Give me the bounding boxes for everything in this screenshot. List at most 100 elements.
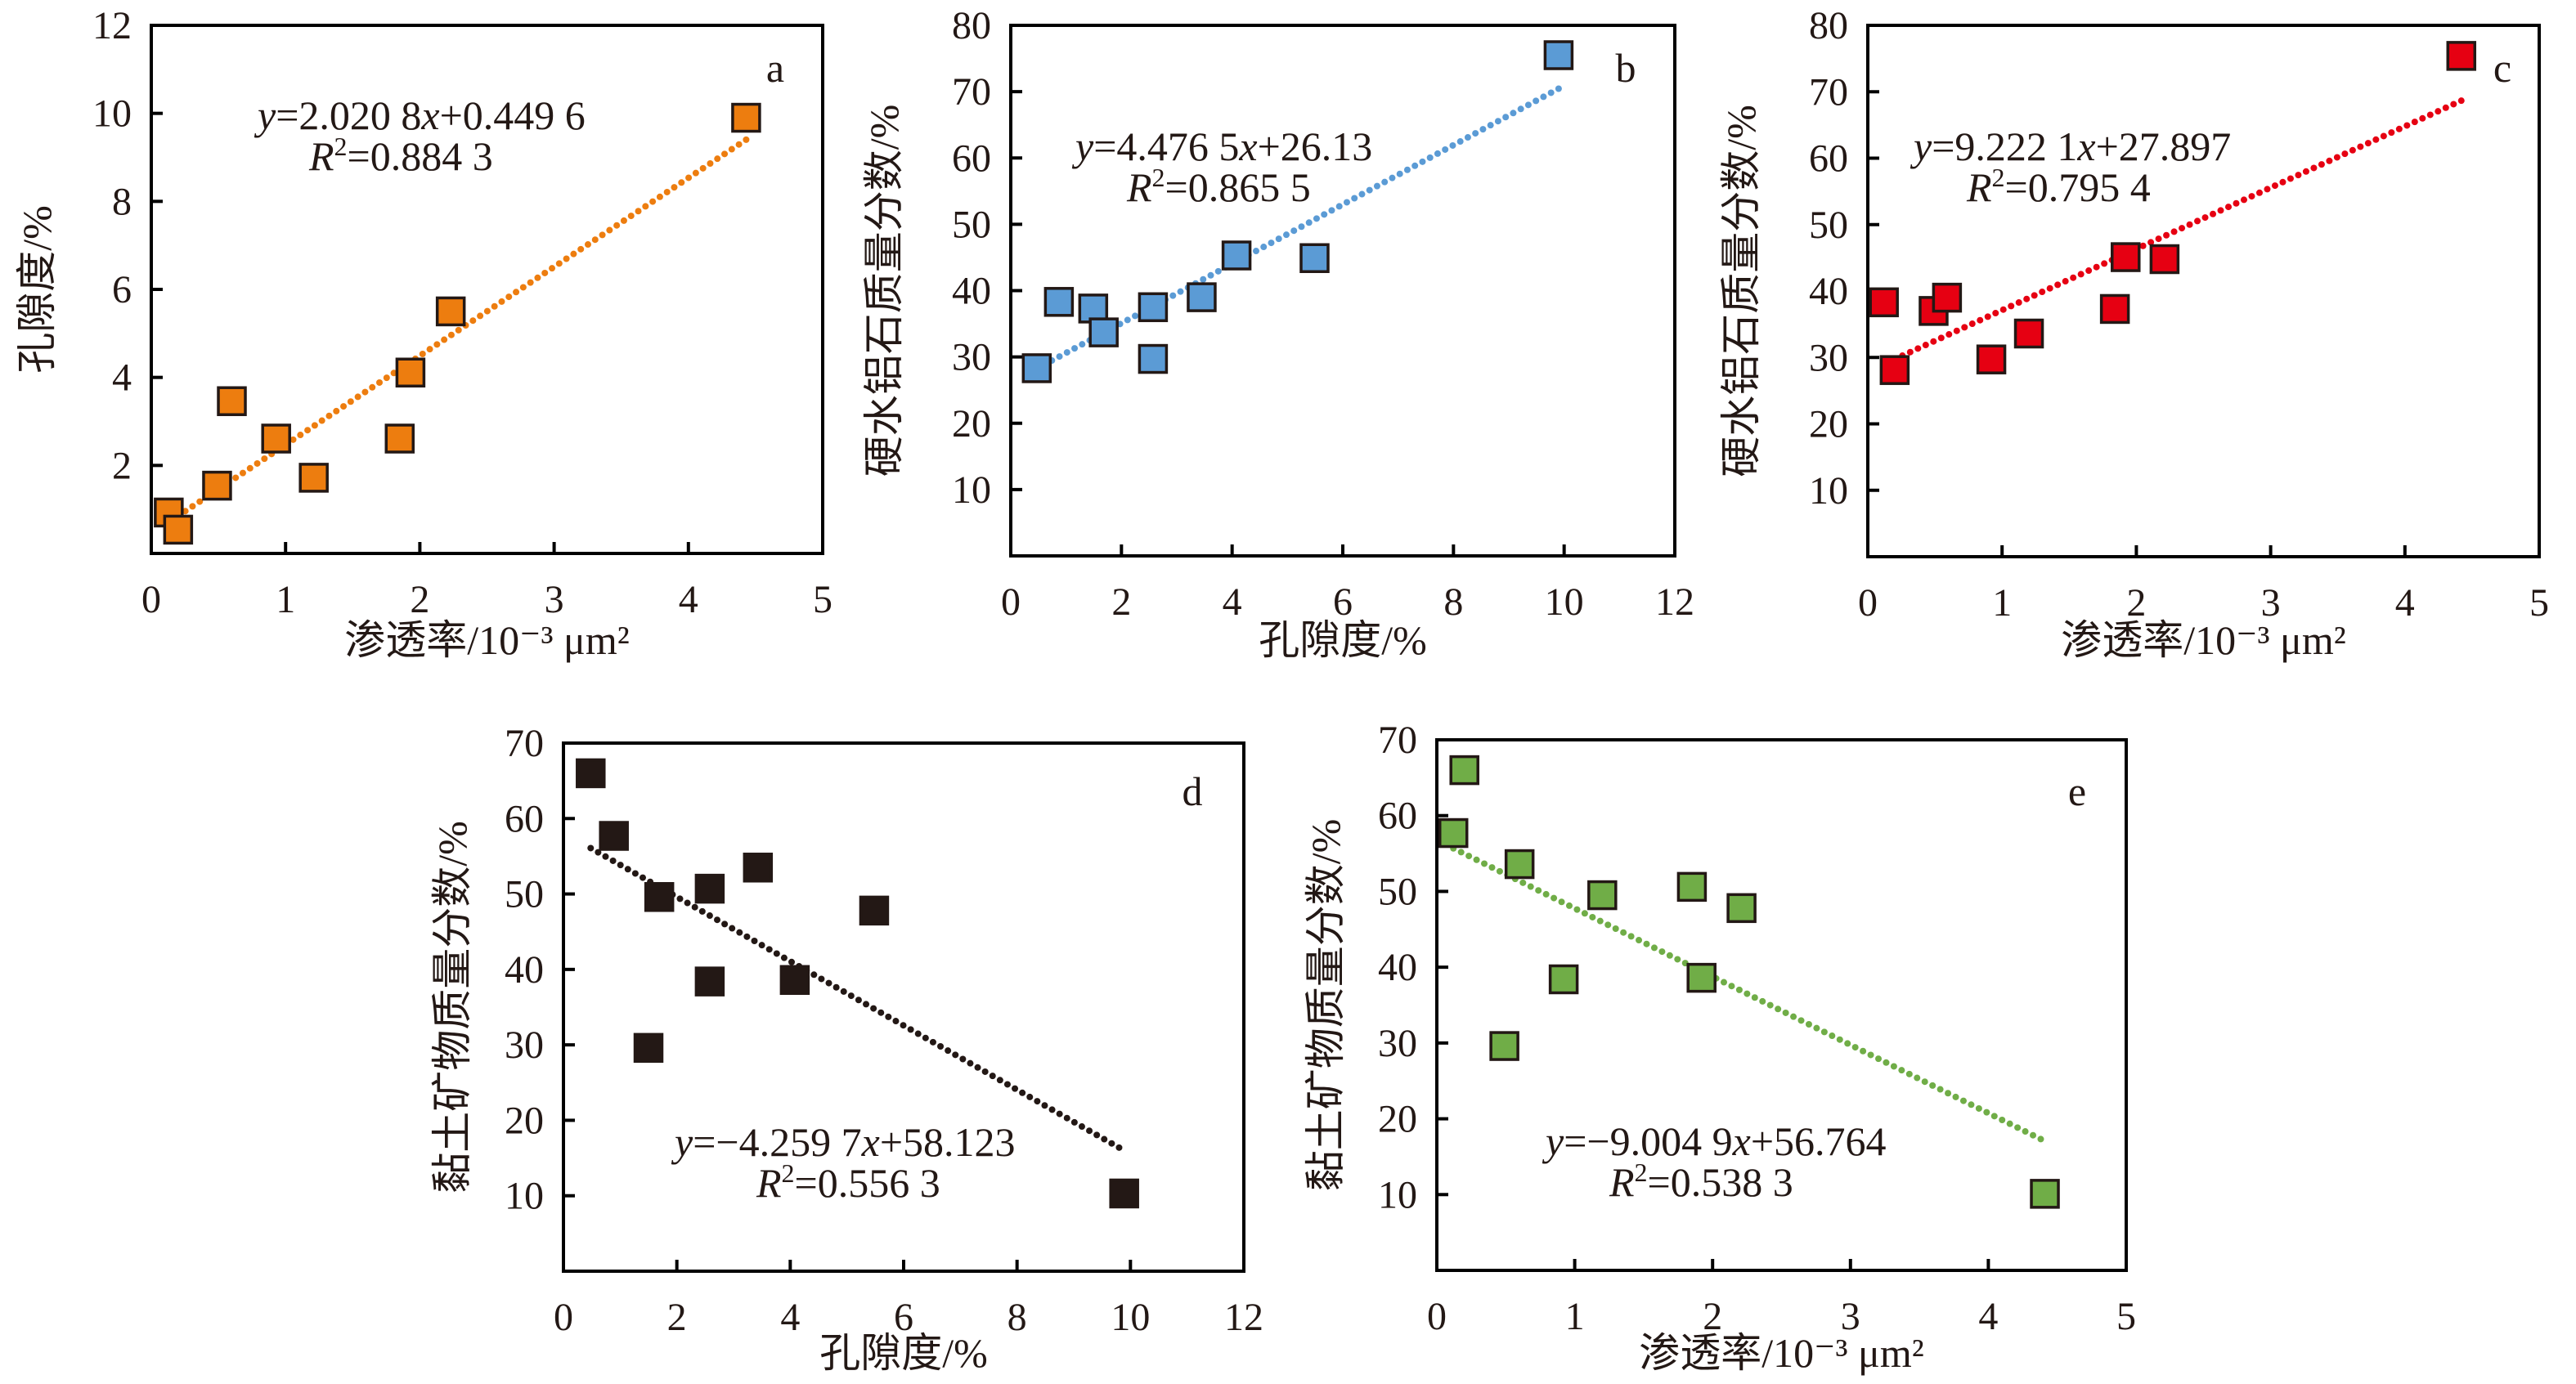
trendline-dot	[2333, 154, 2340, 161]
trendline-dot	[1115, 1144, 1123, 1151]
trendline-dot	[1012, 1085, 1019, 1092]
trendline-dot	[1921, 1078, 1928, 1086]
data-point	[163, 514, 194, 545]
panel-label: b	[1616, 45, 1636, 91]
r-squared: R2=0.795 4	[1966, 163, 2151, 210]
x-tick-label: 2	[1703, 1295, 1722, 1338]
data-point	[1686, 962, 1717, 993]
trendline-dot	[721, 150, 729, 158]
x-tick-label: 0	[1427, 1295, 1447, 1338]
trendline-dot	[1465, 853, 1473, 860]
trendline-dot	[1766, 1001, 1774, 1009]
x-tick-label: 2	[667, 1296, 687, 1339]
trendline-dot	[1666, 952, 1673, 959]
trendline-dot	[1305, 219, 1313, 226]
y-tick-label: 70	[505, 722, 544, 765]
panel-b: 0 2 4 6 8 10 12 10 20 30 40 50 60 70 80 孔隙度/% 硬水铝石质量分数/%…	[861, 4, 1694, 663]
trendline-dot	[477, 312, 484, 320]
x-axis-title: 渗透率/10⁻³ μm²	[2061, 617, 2345, 663]
r-squared: R2=0.865 5	[1126, 163, 1311, 210]
trendline-dot	[1728, 983, 1735, 990]
trendline-dot	[2295, 172, 2302, 179]
trendline-dot	[692, 169, 699, 177]
trendline-dot	[2201, 214, 2209, 222]
x-tick-label: 2	[1111, 580, 1131, 624]
trendline-dot	[2318, 161, 2325, 168]
trendline-dot	[728, 146, 735, 153]
trendline-dot	[952, 1051, 959, 1059]
y-tick-label: 80	[952, 4, 991, 47]
trendline-dot	[2015, 299, 2022, 307]
trendline-dot	[1542, 890, 1550, 898]
trendline-dot	[1260, 244, 1268, 251]
trendline-dot	[840, 988, 847, 995]
trendline-dot	[513, 289, 520, 296]
trendline-dot	[1481, 860, 1488, 867]
trendline-dot	[2287, 175, 2294, 182]
trendline-dot	[609, 857, 617, 864]
data-point	[1221, 240, 1252, 271]
trendline-dot	[1419, 158, 1426, 165]
trendline-dot	[922, 1034, 929, 1041]
data-point	[1138, 292, 1169, 323]
trendline-dot	[1555, 85, 1562, 92]
trendline-dot	[304, 427, 312, 434]
trendline-dot	[788, 958, 796, 965]
trendline-dot	[1805, 1021, 1812, 1028]
trendline-dot	[239, 469, 246, 477]
x-tick-label: 4	[1978, 1295, 1998, 1338]
trendline-dot	[2357, 143, 2364, 150]
trendline-dot	[743, 933, 751, 940]
x-tick-label: 1	[1992, 581, 2012, 625]
trendline-dot	[765, 946, 773, 953]
trendline-dot	[383, 374, 390, 382]
trendline-dot	[1604, 921, 1612, 929]
trendline-dot	[2248, 193, 2255, 200]
trendline-dot	[2380, 132, 2387, 140]
data-point	[1676, 871, 1708, 903]
trendline-dot	[639, 874, 646, 881]
trendline-dot	[676, 895, 684, 903]
trendline-dot	[1268, 240, 1275, 247]
trendline-dot	[1101, 1135, 1108, 1143]
y-axis-title: 硬水铝石质量分数/%	[1718, 105, 1764, 477]
trendline-dot	[855, 997, 862, 1004]
trendline-dot	[563, 255, 570, 262]
trendline-dot	[2031, 292, 2038, 299]
trendline-dot	[832, 983, 840, 991]
data-point	[633, 1032, 664, 1064]
y-tick-label: 12	[92, 4, 132, 47]
data-point	[1587, 880, 1618, 911]
trendline-dot	[570, 250, 577, 258]
trendline-dot	[1596, 917, 1604, 925]
y-tick-label: 50	[1378, 870, 1417, 913]
x-tick-label: 4	[2395, 581, 2415, 625]
trendline-dot	[1720, 979, 1727, 986]
y-tick-label: 20	[505, 1099, 544, 1142]
trendline-dot	[735, 141, 743, 148]
trendline-dot	[2170, 228, 2178, 235]
trendline-dot	[2037, 1135, 2044, 1143]
data-point	[599, 821, 629, 851]
data-point	[1504, 849, 1535, 880]
trendline-dot	[698, 907, 706, 915]
trendline	[174, 136, 750, 520]
trendline-dot	[1070, 1118, 1078, 1126]
trendline-dot	[1079, 341, 1086, 348]
trendline-dot	[1775, 1006, 1782, 1013]
trendline-dot	[1558, 898, 1565, 906]
data-point	[694, 873, 725, 904]
trendline-dot	[870, 1005, 877, 1012]
trendline-dot	[1519, 879, 1527, 886]
trendline-dot	[624, 866, 631, 873]
y-axis-title: 黏土矿物质量分数/%	[1303, 819, 1349, 1192]
trendline-dot	[2349, 146, 2356, 154]
trendline-dot	[1937, 334, 1945, 342]
trendline-dot	[1581, 910, 1588, 917]
trendline-dot	[736, 929, 743, 936]
trendline-dot	[1959, 1097, 1967, 1104]
trendline-dot	[907, 1026, 914, 1033]
x-tick-label: 10	[1545, 580, 1584, 624]
r-squared: R2=0.556 3	[756, 1158, 940, 1206]
trendline-dot	[347, 398, 354, 405]
